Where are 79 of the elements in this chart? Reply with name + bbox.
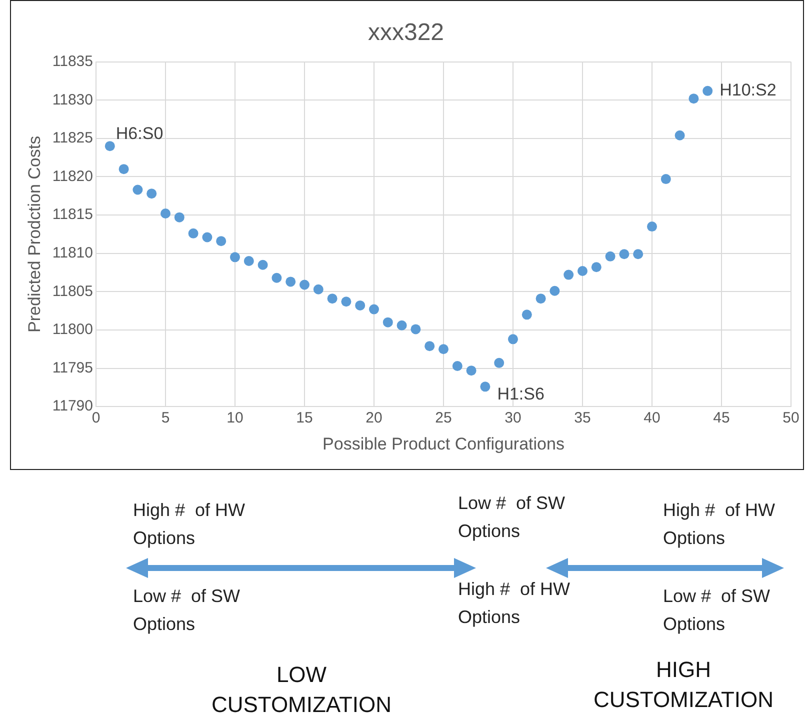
x-tick-label: 45 [713,410,730,427]
point [132,184,143,195]
point [536,294,546,304]
point [702,86,713,96]
point [174,212,184,222]
point [146,188,157,199]
y-axis-title: Predicted Prodction Costs [24,136,44,332]
point [104,141,115,152]
point [341,296,352,307]
point [494,358,504,368]
text: Low # of SW Options [133,585,242,636]
text: LOW CUSTOMIZATION [210,661,393,719]
point [619,249,630,260]
y-tick-label: 11815 [52,206,93,224]
point [522,310,532,320]
point [244,256,254,266]
point [160,208,170,219]
y-tick-label: 11810 [52,244,93,262]
x-tick-label: 35 [574,410,591,427]
point [188,228,198,238]
text: High # of HW Options [133,499,246,550]
point [591,262,602,272]
point [300,280,310,290]
point [660,174,671,184]
y-tick-label: 11830 [52,91,93,108]
y-tick-label: 11820 [52,168,93,185]
point [355,300,366,310]
point [410,324,421,334]
y-tick-label: 11795 [52,359,93,376]
point [578,266,588,276]
y-tick-label: 11805 [52,282,93,300]
text: High # of HW Options [663,499,776,550]
text: High # of HW Options [458,578,572,629]
point [633,249,644,260]
x-tick-label: 30 [504,410,522,427]
annotation: H1:S6 [497,384,544,404]
y-tick-label: 11790 [52,398,93,415]
point [508,334,518,344]
annotation: H6:S0 [116,124,164,143]
x-tick-label: 10 [226,410,244,427]
x-tick-label: 50 [782,410,800,427]
y-tick-label: 11825 [52,130,93,147]
point [605,251,616,262]
point [480,382,490,392]
point [202,232,212,242]
x-tick-label: 0 [92,410,100,427]
point [688,94,699,104]
x-tick-label: 5 [161,410,170,427]
point [396,320,407,330]
point [647,222,657,232]
point [550,286,560,296]
point [286,276,296,287]
point [230,252,240,262]
chart-title: xxx322 [368,19,444,46]
x-axis-title: Possible Product Configurations [322,434,564,454]
point [313,284,324,294]
x-tick-label: 15 [296,410,313,427]
point [327,294,338,304]
y-tick-label: 11835 [52,52,93,70]
point [369,304,379,314]
point [258,260,268,270]
point [466,366,476,376]
point [438,344,448,354]
y-tick-label: 11800 [52,321,93,338]
point [216,236,226,246]
point [118,164,129,174]
text: HIGH CUSTOMIZATION [592,656,775,714]
point [674,130,685,140]
point [382,317,393,328]
point [564,270,574,280]
point [424,341,435,352]
x-tick-label: 20 [366,410,382,427]
text: Low # of SW Options [458,492,566,543]
point [272,272,282,283]
x-tick-label: 40 [644,410,660,427]
annotation: H10:S2 [720,80,776,100]
point [452,360,462,371]
text: Low # of SW Options [663,585,772,636]
x-tick-label: 25 [435,410,452,427]
